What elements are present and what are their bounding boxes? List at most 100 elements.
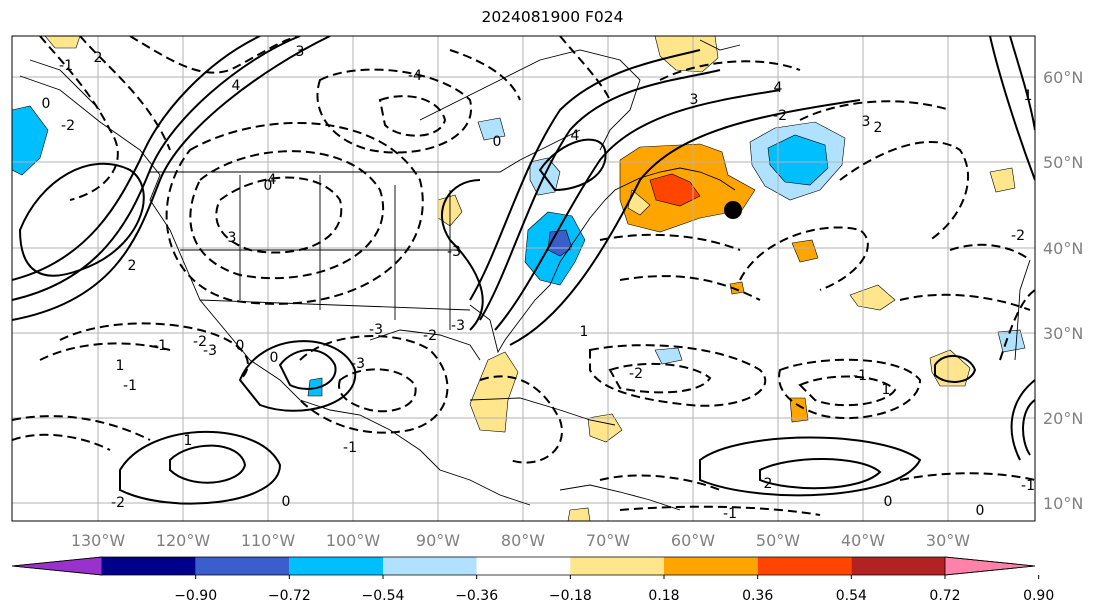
colorbar-tick-label: 0.36: [742, 588, 773, 604]
lon-label: 60°W: [671, 531, 715, 550]
contour-label: 0: [282, 494, 291, 510]
contour-label: -3: [451, 318, 465, 334]
lat-label: 20°N: [1043, 409, 1083, 428]
coastlines: [19, 39, 1031, 511]
contour-label: 0: [42, 96, 51, 112]
contour-label: -2: [61, 118, 75, 134]
colorbar-segment: [851, 557, 945, 575]
lat-label: 30°N: [1043, 324, 1083, 343]
contour-label: -4: [408, 68, 422, 84]
contour-label: 1: [184, 433, 193, 449]
positive-anomaly-patch-cuba: [469, 351, 519, 433]
solid-contours: [12, 36, 1035, 505]
positive-anomaly-patch-midatlantic: [849, 284, 896, 311]
contour-label: -3: [447, 244, 461, 260]
negative-anomaly-patch-mexico: [307, 377, 323, 397]
positive-anomaly-patch-north-pacific: [44, 36, 81, 49]
contour-label: 0: [493, 134, 502, 150]
contour-label: 2: [94, 50, 103, 66]
contour-label: 4: [268, 172, 277, 188]
lon-label: 100°W: [326, 531, 381, 550]
contour-label: 1: [580, 324, 589, 340]
contour-label: -3: [369, 322, 383, 338]
colorbar-segment: [102, 557, 196, 575]
contour-label: -2: [629, 366, 643, 382]
positive-anomaly-patch-azores: [989, 167, 1016, 193]
lon-label: 80°W: [501, 531, 545, 550]
colorbar: [11, 556, 1036, 576]
colorbar-tick-label: −0.54: [362, 588, 405, 604]
colorbar-tick-label: −0.18: [549, 588, 592, 604]
negative-anomaly-patch-hudson-bay: [477, 117, 506, 141]
contour-label: -1: [1021, 478, 1035, 494]
colorbar-tick-label: 0.54: [836, 588, 867, 604]
colorbar-segment: [570, 557, 664, 575]
lon-label: 40°W: [841, 531, 885, 550]
colorbar-extend-low: [11, 556, 103, 576]
contour-label: 0: [976, 503, 985, 519]
lon-label: 70°W: [586, 531, 630, 550]
contour-label: 0: [270, 350, 279, 366]
contour-label: 3: [296, 44, 305, 60]
colorbar-outline: [11, 556, 1036, 576]
contour-label: 1: [116, 358, 125, 374]
lon-label: 30°W: [926, 531, 970, 550]
colorbar-ticks: −0.90 −0.72 −0.54 −0.36 −0.18 0.18 0.36 0.54 0.7…: [174, 575, 1054, 604]
contour-label: -2: [111, 495, 125, 511]
contour-label: 1: [1024, 88, 1033, 104]
contour-label: 1: [882, 382, 891, 398]
colorbar-tick-label: −0.90: [174, 588, 217, 604]
contour-label: -3: [203, 343, 217, 359]
contour-label: -1: [853, 368, 867, 384]
contour-label: 3: [862, 114, 871, 130]
contour-label: 0: [264, 178, 273, 194]
lon-label: 120°W: [156, 531, 211, 550]
colorbar-segment: [664, 557, 758, 575]
colorbar-segment: [289, 557, 383, 575]
lat-label: 40°N: [1043, 239, 1083, 258]
latitude-labels: 60°N 50°N 40°N 30°N 20°N 10°N: [1043, 68, 1083, 513]
contour-label: 2: [764, 476, 773, 492]
contour-label: -2: [773, 108, 787, 124]
contour-label: 3: [690, 92, 699, 108]
lat-label: 50°N: [1043, 153, 1083, 172]
lon-label: 90°W: [416, 531, 460, 550]
contour-label: -1: [123, 378, 137, 394]
lat-label: 10°N: [1043, 494, 1083, 513]
contour-label: 0: [884, 494, 893, 510]
contour-label: -1: [723, 506, 737, 522]
map-frame: [11, 35, 1036, 522]
contour-label: 3: [228, 230, 237, 246]
contour-label: -2: [1011, 228, 1025, 244]
lon-label: 110°W: [241, 531, 296, 550]
dashed-contours: [12, 36, 1035, 516]
colorbar-segment: [476, 557, 571, 575]
contour-label: -1: [343, 440, 357, 456]
negative-anomaly-core-north-atlantic: [767, 134, 829, 186]
contour-label: 4: [571, 128, 580, 144]
colorbar-tick-label: −0.36: [455, 588, 498, 604]
contour-label: -1: [153, 338, 167, 354]
lon-label: 130°W: [71, 531, 126, 550]
colorbar-segment: [757, 557, 852, 575]
lat-label: 60°N: [1043, 68, 1083, 87]
storm-center-marker: [724, 201, 742, 219]
contour-label: -2: [423, 328, 437, 344]
colorbar-tick-label: 0.72: [929, 588, 960, 604]
colorbar-segment: [195, 557, 290, 575]
positive-anomaly-patch-subtropical-atlantic: [789, 397, 809, 423]
colorbar-extend-high: [944, 556, 1036, 576]
negative-anomaly-patch-gulf-stream: [654, 347, 683, 365]
colorbar-tick-label: 0.18: [648, 588, 679, 604]
colorbar-segment: [383, 557, 477, 575]
contour-label: -3: [351, 356, 365, 372]
colorbar-tick-label: −0.72: [268, 588, 311, 604]
contour-label: 4: [232, 78, 241, 94]
contour-label: 0: [236, 338, 245, 354]
contour-label: 2: [874, 120, 883, 136]
plot-title: 2024081900 F024: [481, 8, 624, 26]
contour-label: 2: [128, 258, 137, 274]
colorbar-tick-label: 0.90: [1023, 588, 1054, 604]
